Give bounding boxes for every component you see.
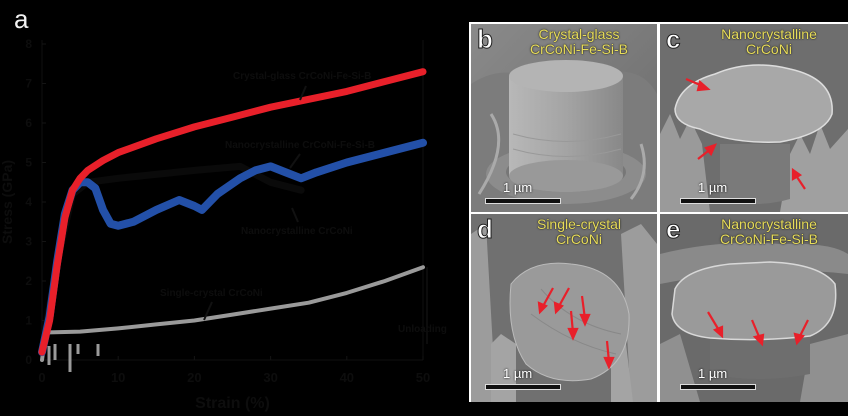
annotation-single-crystal: Single-crystal CrCoNi (160, 288, 263, 299)
x-axis-label: Strain (%) (195, 395, 270, 412)
series-crystal-glass-crconi-fe-si-b (38, 68, 427, 356)
y-tick-label: 4 (25, 195, 32, 209)
sem-title-c-line2: CrCoNi (746, 41, 792, 57)
scale-label-d: 1 µm (503, 366, 533, 381)
arrow-nano (291, 207, 299, 223)
scale-bar-b (485, 198, 561, 204)
y-tick-label: 5 (25, 156, 32, 170)
x-tick-label: 20 (187, 370, 201, 385)
sem-title-c-line1: Nanocrystalline (721, 26, 817, 42)
annotation-crystal-glass: Crystal-glass CrCoNi-Fe-Si-B (233, 71, 371, 82)
panel-label-b: b (477, 24, 494, 54)
chart-plot-area: 0 10 20 30 40 50 0 1 2 3 4 5 6 7 8 Strain (%) Stress (GP… (0, 37, 447, 412)
x-tick-label: 0 (38, 370, 45, 385)
panel-label-e: e (665, 214, 681, 244)
sem-panel-b: b Crystal-glass CrCoNi-Fe-Si-B 1 µm (471, 24, 657, 212)
sem-image-pillar-crystal-glass (471, 24, 657, 212)
arrow-crystal-glass (299, 85, 307, 101)
scale-bar-c (680, 198, 756, 204)
panel-label-d: d (477, 214, 494, 244)
annotation-nano: Nanocrystalline CrCoNi (241, 226, 353, 237)
sem-image-grid: b Crystal-glass CrCoNi-Fe-Si-B 1 µm c Na… (469, 22, 848, 402)
sem-title-e-line2: CrCoNi-Fe-Si-B (720, 231, 818, 247)
sem-panel-c: c Nanocrystalline CrCoNi 1 µm (660, 24, 848, 212)
stress-strain-chart: a 0 10 20 30 40 50 0 1 2 3 4 5 6 7 8 Strain (%) Stress (… (0, 4, 447, 412)
scale-bar-d (485, 384, 561, 390)
panel-label-c: c (665, 24, 681, 54)
scale-label-b: 1 µm (503, 180, 533, 195)
y-tick-label: 1 (25, 314, 32, 328)
y-tick-label: 2 (25, 274, 32, 288)
y-tick-label: 7 (25, 77, 32, 91)
panel-label-a: a (14, 4, 29, 34)
scale-label-e: 1 µm (698, 366, 728, 381)
sem-image-pillar-nanocrystalline (660, 24, 848, 212)
sem-title-b-line2: CrCoNi-Fe-Si-B (530, 41, 628, 57)
x-tick-label: 10 (111, 370, 125, 385)
annotation-nano-fesib: Nanocrystalline CrCoNi-Fe-Si-B (225, 140, 375, 151)
x-tick-label: 40 (340, 370, 354, 385)
y-tick-label: 0 (25, 353, 32, 367)
sem-title-e-line1: Nanocrystalline (721, 216, 817, 232)
sem-title-b: Crystal-glass CrCoNi-Fe-Si-B (501, 27, 657, 57)
arrow-single-crystal (203, 301, 213, 321)
y-tick-label: 3 (25, 235, 32, 249)
y-tick-label: 6 (25, 116, 32, 130)
sem-panel-d: d Single-crystal CrCoNi 1 µm (471, 214, 657, 402)
sem-image-pillar-nanocrystalline-fesib (660, 214, 848, 402)
y-axis-label: Stress (GPa) (0, 160, 15, 244)
scale-label-c: 1 µm (698, 180, 728, 195)
scale-bar-e (680, 384, 756, 390)
series-nanocrystalline-crconi-fe-si-b (38, 138, 427, 357)
x-tick-label: 50 (416, 370, 430, 385)
sem-title-d: Single-crystal CrCoNi (501, 217, 657, 247)
x-tick-label: 30 (263, 370, 277, 385)
sem-title-e: Nanocrystalline CrCoNi-Fe-Si-B (690, 217, 848, 247)
y-tick-label: 8 (25, 37, 32, 51)
sem-panel-e: e Nanocrystalline CrCoNi-Fe-Si-B 1 µm (660, 214, 848, 402)
annotation-unloading: Unloading (398, 324, 447, 335)
sem-title-d-line1: Single-crystal (536, 216, 622, 232)
sem-title-d-line2: CrCoNi (556, 231, 602, 247)
sem-title-c: Nanocrystalline CrCoNi (690, 27, 848, 57)
sem-title-b-line1: Crystal-glass (538, 26, 620, 42)
arrow-nano-fesib (289, 153, 301, 169)
